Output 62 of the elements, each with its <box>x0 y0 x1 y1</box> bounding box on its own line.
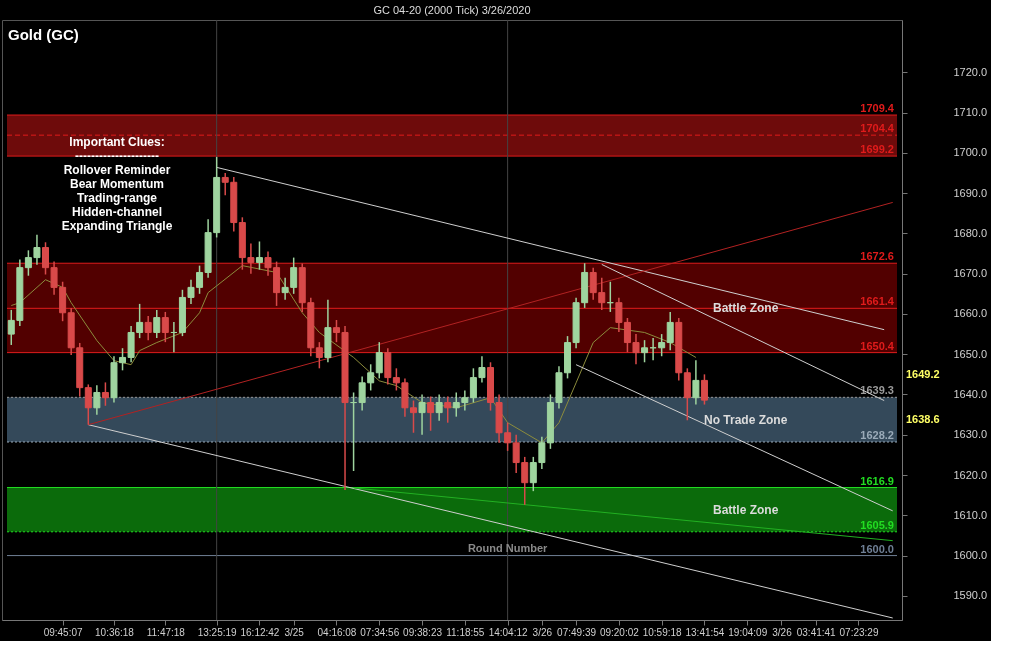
annotation: Expanding Triangle <box>61 219 173 233</box>
y-tick-label: 1680.0 <box>953 226 988 239</box>
y-tick-label: 1700.0 <box>953 146 988 159</box>
y-tick-label: 1610.0 <box>953 508 988 521</box>
annotation: Hidden-channel <box>71 205 163 219</box>
candlestick <box>255 240 263 271</box>
x-tick-label: 11:47:18 <box>146 626 186 638</box>
annotation: Bear Momentum <box>69 177 165 191</box>
x-tick-label: 16:12:42 <box>240 626 280 638</box>
y-tick-label: 1660.0 <box>953 307 988 320</box>
y-tick-label: 1590.0 <box>953 589 988 602</box>
y-tick-label: 1600.0 <box>953 549 988 562</box>
annotation: --------------------- <box>75 149 159 163</box>
x-tick-label: 3/26 <box>772 626 793 638</box>
x-tick-label: 3/25 <box>284 626 305 638</box>
y-tick-label: 1710.0 <box>953 106 988 119</box>
y-tick-label: 1640.0 <box>953 388 988 400</box>
ref-line-label: 1605.9 <box>860 518 894 531</box>
candlestick <box>641 339 649 364</box>
annotation: Round Number <box>467 541 549 554</box>
ref-line-label: 1709.4 <box>860 102 895 115</box>
band-label: Battle Zone <box>713 300 779 315</box>
x-tick-label: 07:23:29 <box>839 626 879 638</box>
text: 1638.6 <box>906 413 940 425</box>
x-tick-label: 09:38:23 <box>403 626 443 638</box>
text: 1649.2 <box>906 368 940 380</box>
x-tick-label: 04:16:08 <box>317 626 357 638</box>
y-tick-label: 1620.0 <box>953 468 988 481</box>
x-tick-label: 09:20:02 <box>599 626 640 638</box>
y-tick-label: 1630.0 <box>953 428 988 441</box>
x-tick-label: 09:45:07 <box>43 626 84 638</box>
ref-line-label: 1650.4 <box>860 339 895 352</box>
y-tick-label: 1650.0 <box>953 347 988 360</box>
x-tick-label: 07:34:56 <box>360 626 400 638</box>
ref-line-label: 1616.9 <box>860 474 894 487</box>
annotation: Rollover Reminder <box>63 163 171 177</box>
ref-line-label: 1639.3 <box>860 384 894 397</box>
x-tick-label: 13:41:54 <box>685 626 725 638</box>
ref-line-label: 1699.2 <box>860 143 894 156</box>
y-tick-label: 1690.0 <box>953 186 988 199</box>
x-tick-label: 14:04:12 <box>488 626 529 638</box>
ref-line-label: 1628.2 <box>860 429 894 442</box>
x-tick-label: 07:49:39 <box>557 626 597 638</box>
x-tick-label: 11:18:55 <box>446 626 485 638</box>
annotation: Trading-range <box>76 191 158 205</box>
band-label: Battle Zone <box>713 502 779 517</box>
y-tick-label: 1720.0 <box>953 65 988 78</box>
chart-title: GC 04-20 (2000 Tick) 3/26/2020 <box>373 3 531 16</box>
band-label: No Trade Zone <box>704 412 788 427</box>
x-tick-label: 10:36:18 <box>95 626 135 638</box>
x-tick-label: 3/26 <box>532 626 553 638</box>
y-tick-label: 1670.0 <box>953 267 988 280</box>
x-tick-label: 10:59:18 <box>642 626 683 638</box>
ref-line-label: 1672.6 <box>860 250 894 263</box>
ref-line-label: 1704.4 <box>860 122 895 135</box>
x-tick-label: 13:25:19 <box>197 626 238 638</box>
ref-line-label: 1600.0 <box>860 542 894 555</box>
ref-line-label: 1661.4 <box>860 295 895 308</box>
x-tick-label: 03:41:41 <box>796 626 837 638</box>
chart-subtitle: Gold (GC) <box>8 26 79 43</box>
annotation: Important Clues: <box>69 135 165 149</box>
x-tick-label: 19:04:09 <box>728 626 768 638</box>
